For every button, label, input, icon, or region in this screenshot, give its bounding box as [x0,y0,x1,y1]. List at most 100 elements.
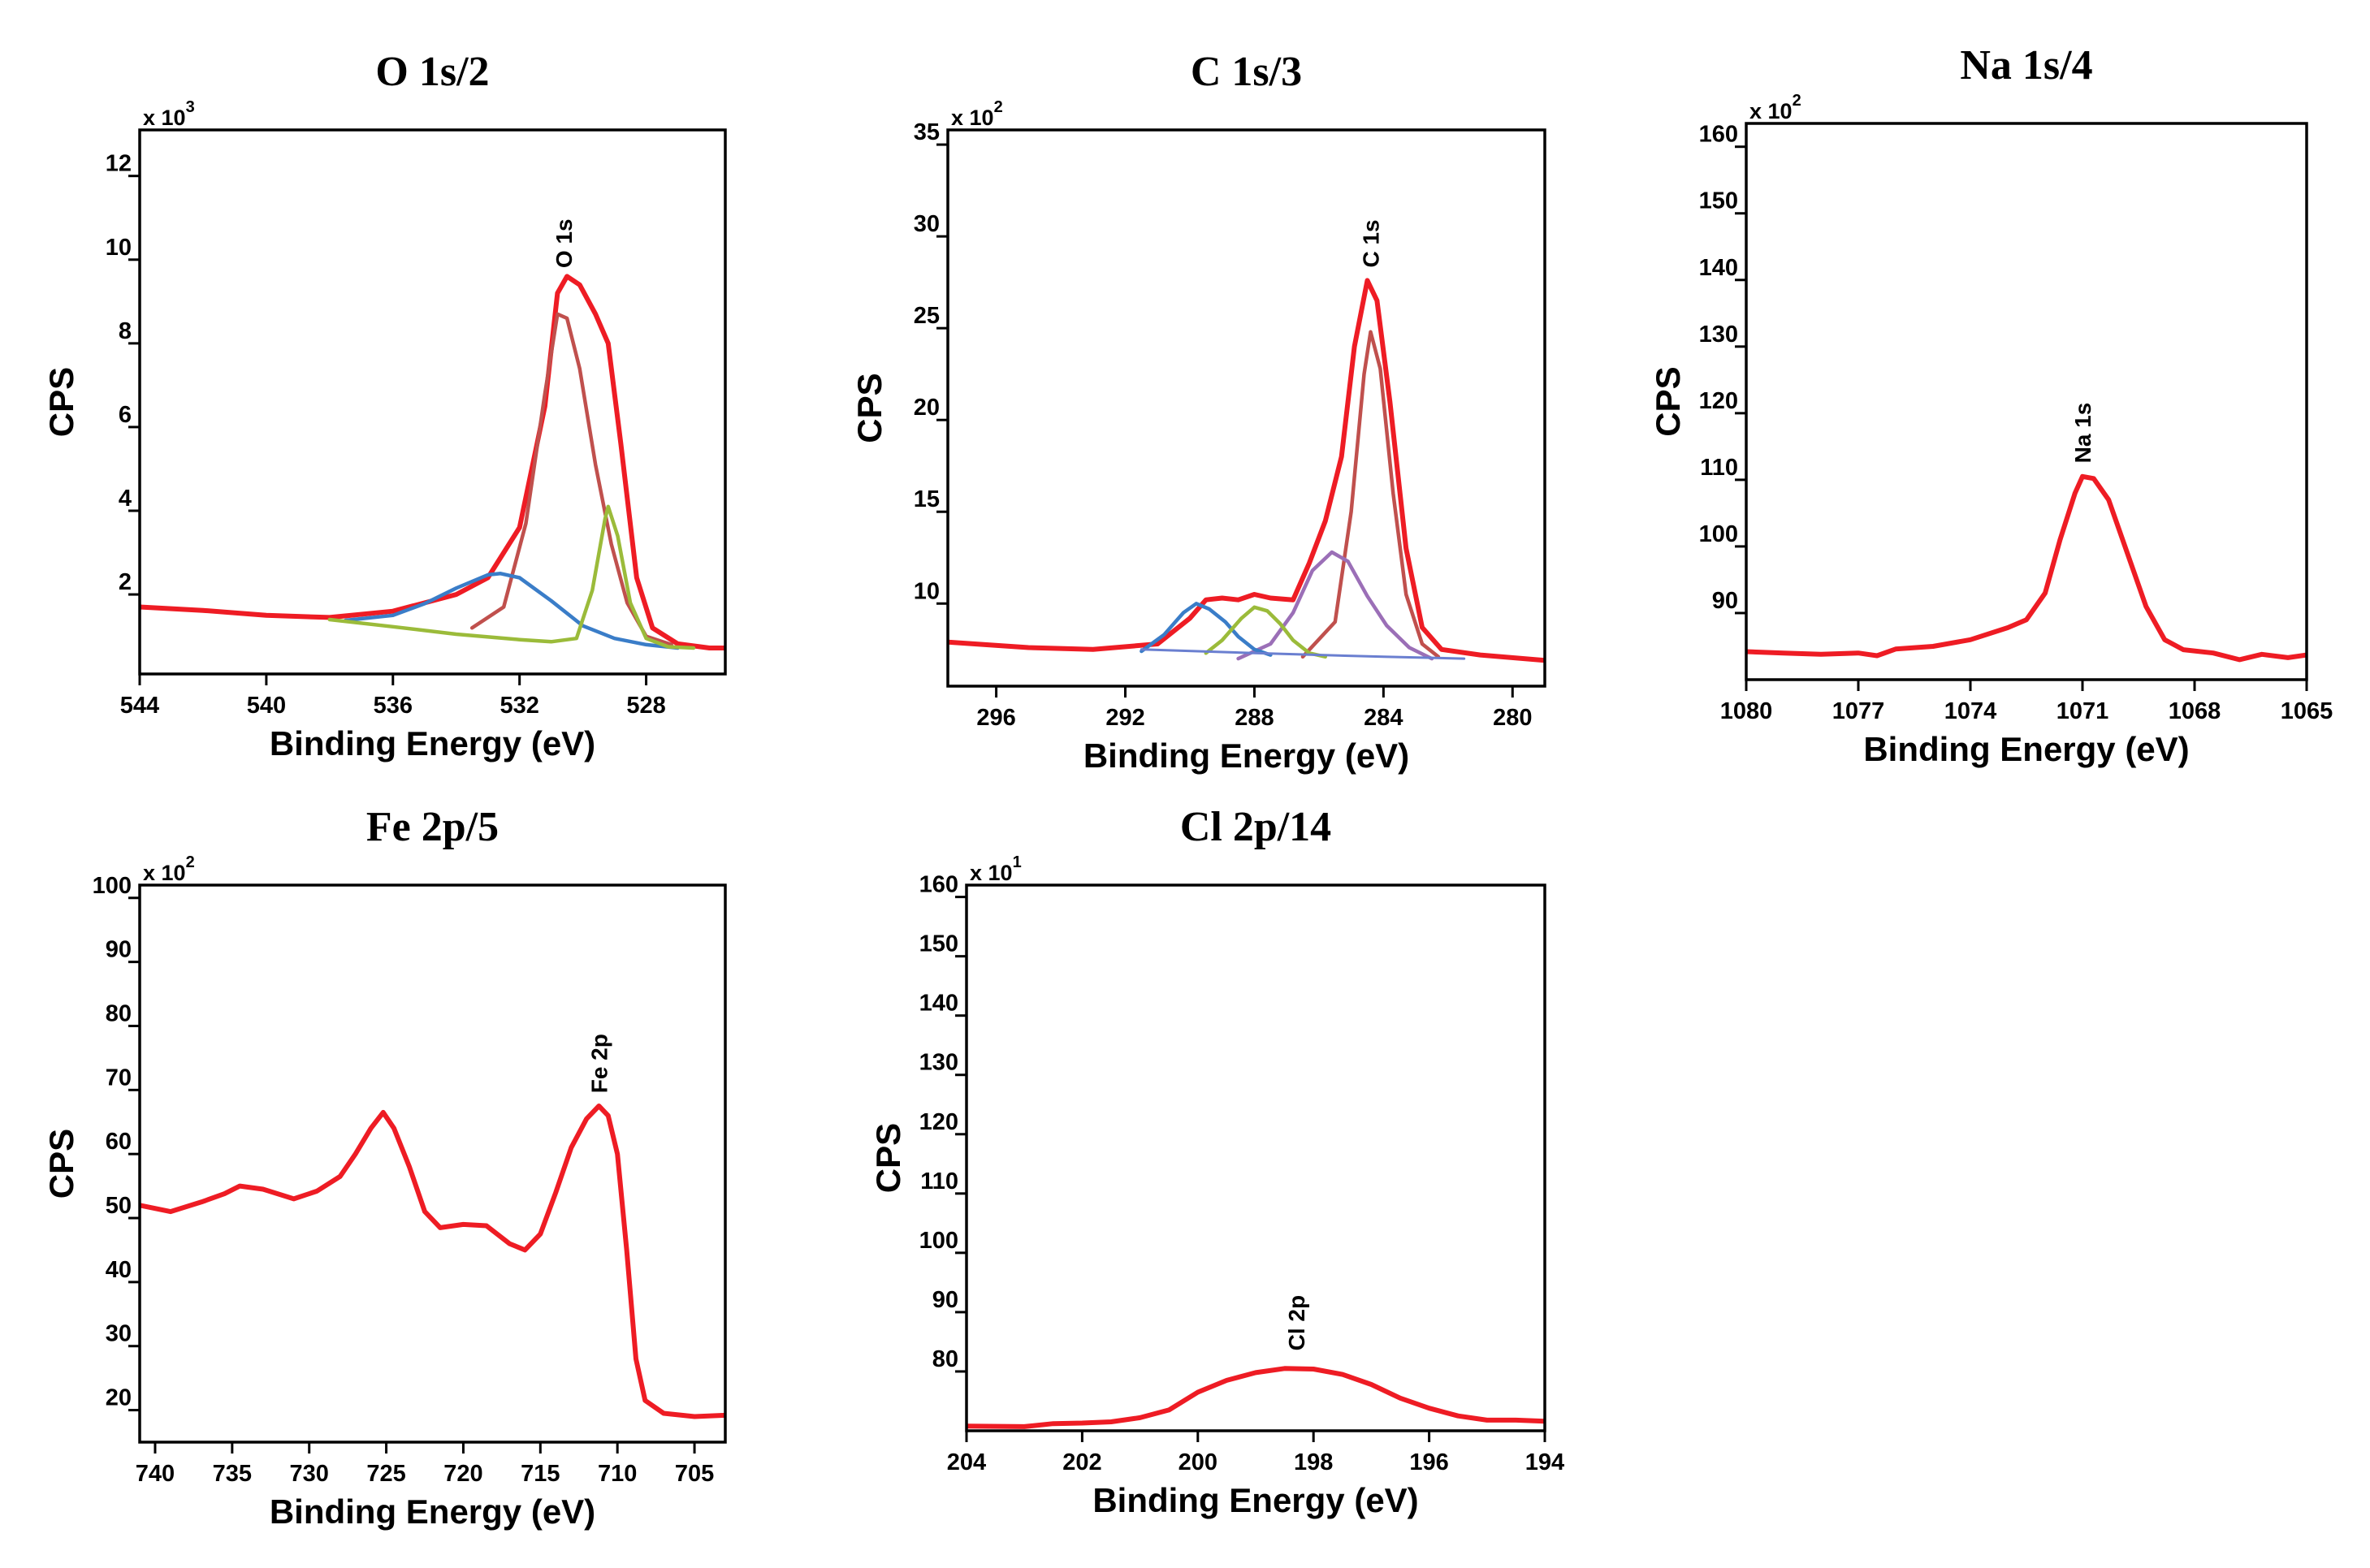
y-tick-label: 50 [106,1193,132,1219]
x-tick-label: 194 [1525,1449,1564,1475]
panel-1: O 1s/2 544 540 536 532 528 2 4 6 8 10 12 Binding Ene… [42,49,727,762]
panel-3: Na 1s/4 1080 1077 1074 1071 1068 1065 90 100 110 1… [1649,42,2333,768]
y-tick-label: 10 [914,578,940,604]
y-tick-label: 10 [106,235,132,261]
series-component-blue-3 [1140,602,1273,657]
panel-title: C 1s/3 [1191,49,1302,95]
y-tick-label: 100 [1699,521,1738,547]
x-tick-label: 200 [1179,1449,1217,1475]
y-tick-label: 90 [106,937,132,963]
y-tick-label: 100 [93,873,132,899]
x-tick-label: 710 [598,1461,637,1487]
y-tick-label: 2 [119,569,132,595]
x-tick-label: 720 [443,1461,482,1487]
series-envelope-0 [948,278,1545,663]
y-tick-label: 90 [1712,588,1738,614]
x-axis-label: Binding Energy (eV) [270,1492,595,1531]
x-tick-label: 198 [1294,1449,1333,1475]
y-tick-label: 25 [914,303,940,329]
y-tick-label: 110 [1700,455,1738,481]
x-axis-label: Binding Energy (eV) [1863,730,2189,768]
y-tick-label: 20 [106,1385,132,1411]
y-tick-label: 120 [919,1109,958,1135]
x-tick-label: 730 [290,1461,329,1487]
panel-4: Fe 2p/5 740 735 730 725 720 715 710 705 20 30 40 50 6… [42,804,727,1531]
series-baseline-5 [1140,648,1466,660]
x-tick-label: 1068 [2169,698,2221,724]
x-tick-label: 292 [1105,705,1144,731]
x-tick-label: 280 [1493,705,1532,731]
y-axis-label: CPS [42,367,80,437]
y-tick-label: 80 [106,1000,132,1026]
y-tick-label: 20 [914,395,940,421]
y-multiplier: x 103 [143,98,195,130]
panel-title: O 1s/2 [375,49,489,95]
series-envelope-0 [1746,473,2307,663]
y-tick-label: 130 [919,1050,958,1076]
y-axis-label: CPS [1649,366,1687,436]
x-axis-label: Binding Energy (eV) [1083,736,1409,775]
plot-frame [138,883,727,1444]
x-tick-label: 735 [213,1461,252,1487]
x-tick-label: 705 [675,1461,714,1487]
y-tick-label: 6 [119,402,132,428]
y-tick-label: 4 [119,486,132,512]
panel-title: Fe 2p/5 [366,804,499,850]
x-tick-label: 725 [366,1461,405,1487]
peak-label: Na 1s [2070,403,2095,464]
y-multiplier: x 102 [951,98,1003,130]
y-tick-label: 90 [932,1287,958,1313]
panel-title: Na 1s/4 [1960,42,2092,89]
y-tick-label: 130 [1699,322,1738,348]
plot-frame [965,883,1546,1432]
y-tick-label: 60 [106,1129,132,1155]
y-tick-label: 35 [914,119,940,145]
x-tick-label: 288 [1235,705,1274,731]
y-tick-label: 140 [919,991,958,1017]
y-tick-label: 80 [932,1346,958,1372]
x-tick-label: 1065 [2281,698,2333,724]
x-tick-label: 196 [1409,1449,1448,1475]
y-multiplier: x 102 [143,853,195,885]
y-tick-label: 8 [119,318,132,344]
x-tick-label: 715 [521,1461,560,1487]
x-tick-label: 1080 [1720,698,1773,724]
peak-label: C 1s [1358,219,1383,267]
series-component-brown-1 [1300,330,1441,659]
peak-label: Cl 2p [1284,1295,1309,1350]
series-envelope-0 [140,274,725,650]
panel-5: Cl 2p/14 204 202 200 198 196 194 80 90 100 110 120 1… [869,804,1564,1519]
y-tick-label: 30 [914,211,940,237]
y-tick-label: 110 [920,1168,958,1194]
y-tick-label: 140 [1699,255,1738,281]
x-tick-label: 540 [247,693,286,719]
series-component-olive-4 [1204,605,1328,659]
series-component-olive-3 [327,504,696,650]
x-tick-label: 532 [500,693,538,719]
x-tick-label: 1077 [1832,698,1885,724]
x-tick-label: 202 [1062,1449,1101,1475]
x-tick-label: 740 [136,1461,175,1487]
x-tick-label: 544 [120,693,159,719]
y-tick-label: 160 [1699,122,1738,148]
x-axis-label: Binding Energy (eV) [1092,1481,1418,1519]
y-axis-label: CPS [869,1123,907,1193]
series-envelope-0 [967,1366,1545,1429]
peak-label: Fe 2p [586,1034,612,1093]
x-tick-label: 528 [626,693,665,719]
series-component-blue-2 [344,572,680,650]
y-tick-label: 120 [1699,388,1738,414]
x-tick-label: 1074 [1944,698,1997,724]
y-tick-label: 100 [919,1228,958,1254]
x-tick-label: 536 [374,693,413,719]
y-tick-label: 160 [919,872,958,898]
x-tick-label: 204 [947,1449,986,1475]
panel-2: C 1s/3 296 292 288 284 280 10 15 20 25 30 35 Binding… [850,49,1546,775]
y-axis-label: CPS [850,373,889,443]
y-axis-label: CPS [42,1129,80,1199]
x-tick-label: 296 [976,705,1015,731]
plot-frame [946,128,1546,688]
y-tick-label: 150 [919,931,958,957]
y-multiplier: x 101 [970,853,1022,885]
